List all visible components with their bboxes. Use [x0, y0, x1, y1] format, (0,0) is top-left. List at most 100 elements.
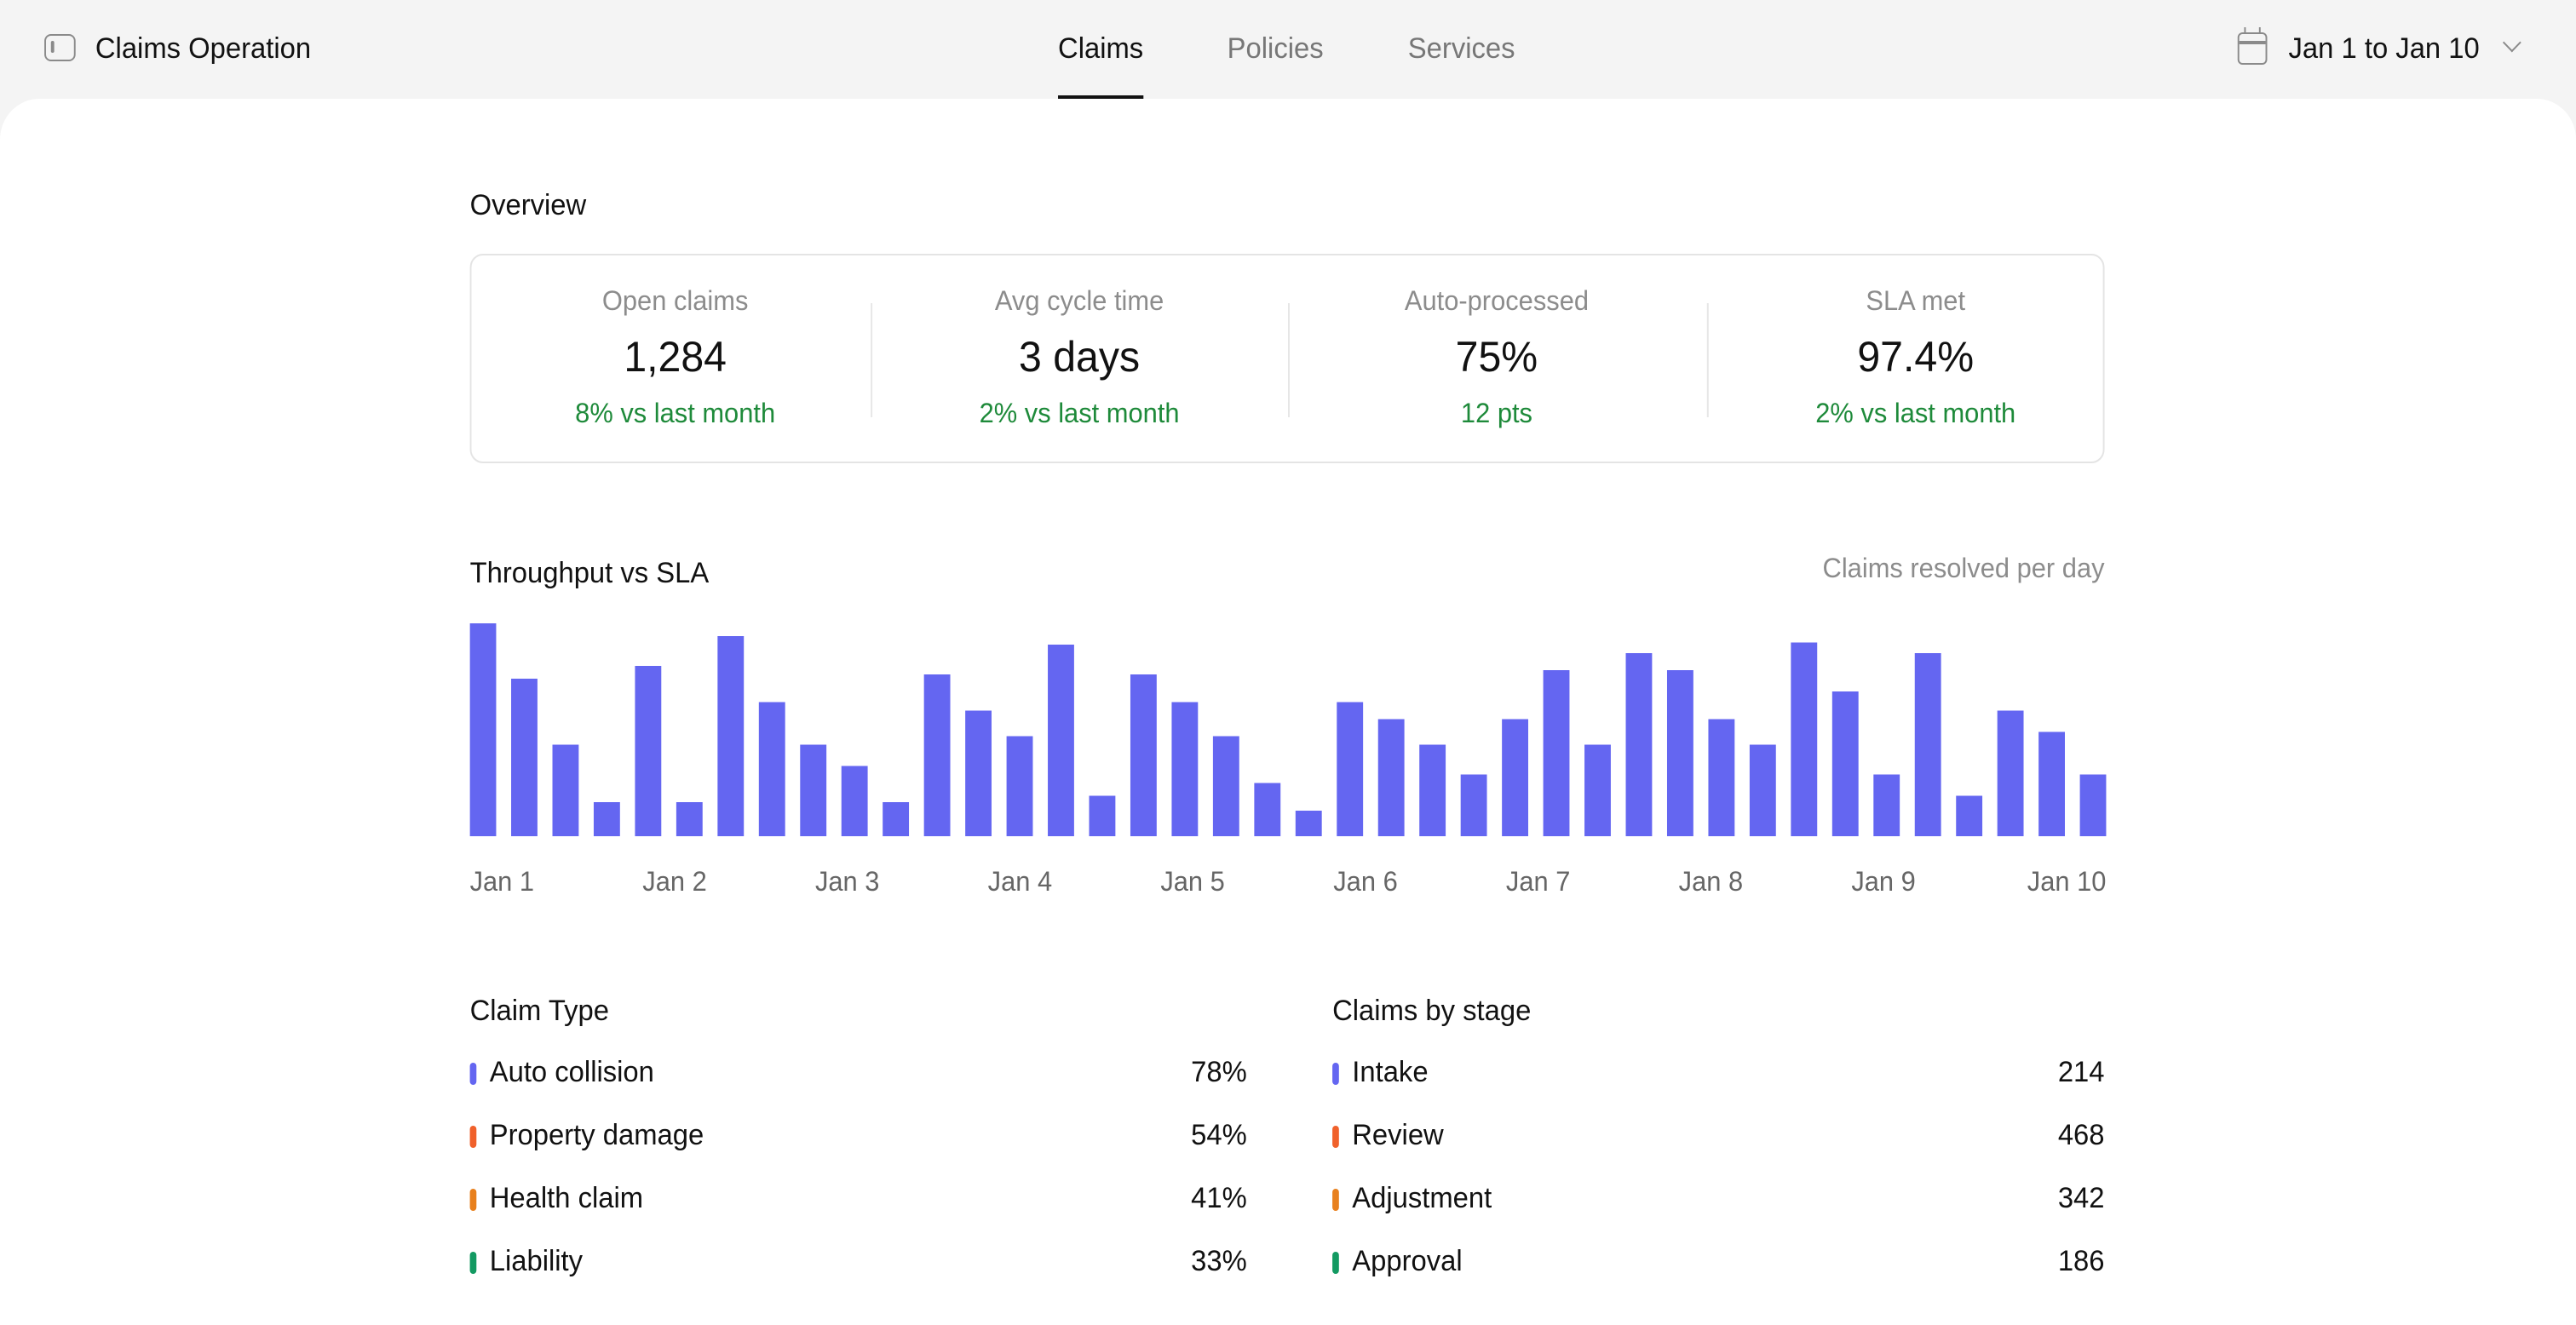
chart-bar: [1543, 670, 1570, 836]
kpi-divider: [1288, 303, 1290, 417]
chart-bar: [593, 802, 620, 836]
color-marker: [469, 1252, 477, 1274]
row-label: Property damage: [489, 1119, 704, 1151]
kpi-delta: 8% vs last month: [575, 400, 776, 429]
kpi-delta: 2% vs last month: [1815, 400, 2016, 429]
chart-bar: [1997, 710, 2024, 836]
chart-bar: [841, 766, 868, 836]
x-tick-label: Jan 1: [469, 869, 535, 898]
x-axis-labels: Jan 1 Jan 2 Jan 3 Jan 4 Jan 5 Jan 6 Jan 7 Jan 8…: [470, 869, 2107, 903]
list-item: Approval 186: [1332, 1245, 2105, 1282]
color-marker: [1332, 1063, 1339, 1085]
chart-bar: [469, 623, 497, 836]
x-tick-label: Jan 7: [1505, 869, 1571, 898]
row-value: 468: [2057, 1119, 2105, 1151]
x-tick-label: Jan 4: [987, 869, 1053, 898]
chart-bar: [1873, 774, 1900, 836]
row-value: 33%: [1191, 1245, 1247, 1277]
kpi-label: SLA met: [1866, 288, 1966, 317]
list-item: Property damage 54%: [469, 1119, 1247, 1156]
throughput-title: Throughput vs SLA: [469, 557, 710, 589]
row-value: 41%: [1191, 1182, 1247, 1214]
kpi-auto-processed: Auto-processed 75% 12 pts: [1293, 255, 1700, 465]
chart-bar: [883, 802, 910, 836]
color-marker: [469, 1189, 477, 1211]
kpi-open-claims: Open claims 1,284 8% vs last month: [472, 255, 879, 465]
chart-bar: [1584, 744, 1611, 836]
row-label: Adjustment: [1352, 1182, 1492, 1214]
chart-bar: [1914, 653, 1941, 836]
row-label: Approval: [1352, 1245, 1463, 1277]
chart-bar: [1006, 736, 1033, 836]
chart-bar: [1212, 736, 1239, 836]
chart-bar: [511, 679, 538, 836]
chart-bar: [1666, 670, 1693, 836]
tab-services[interactable]: Services: [1407, 32, 1515, 65]
row-value: 54%: [1191, 1119, 1247, 1151]
x-tick-label: Jan 5: [1160, 869, 1225, 898]
chart-bar: [1791, 642, 1818, 836]
color-marker: [469, 1063, 477, 1085]
chart-bar: [676, 802, 703, 836]
app-title: Claims Operation: [95, 32, 312, 65]
claims-by-stage-title: Claims by stage: [1332, 995, 1532, 1027]
tab-policies[interactable]: Policies: [1227, 32, 1324, 65]
row-label: Intake: [1352, 1056, 1429, 1088]
kpi-label: Avg cycle time: [994, 288, 1164, 317]
row-value: 78%: [1191, 1056, 1247, 1088]
chart-bar: [1048, 645, 1074, 836]
x-tick-label: Jan 3: [814, 869, 880, 898]
kpi-divider: [871, 303, 873, 417]
chart-bar: [1130, 674, 1157, 836]
row-label: Review: [1352, 1119, 1444, 1151]
chart-bar: [923, 674, 951, 836]
list-item: Health claim 41%: [469, 1182, 1247, 1219]
date-range-label: Jan 1 to Jan 10: [2288, 32, 2480, 65]
chart-bar: [1254, 783, 1281, 836]
row-value: 214: [2057, 1056, 2105, 1088]
list-item: Review 468: [1332, 1119, 2105, 1156]
chart-bar: [965, 710, 992, 836]
throughput-chart: [469, 610, 2107, 836]
row-label: Health claim: [489, 1182, 644, 1214]
row-label: Liability: [489, 1245, 584, 1277]
x-tick-label: Jan 10: [2027, 869, 2107, 898]
row-label: Auto collision: [489, 1056, 654, 1088]
overview-card: Open claims 1,284 8% vs last month Avg c…: [469, 254, 2105, 465]
claim-type-title: Claim Type: [469, 995, 609, 1027]
color-marker: [1332, 1126, 1339, 1148]
x-tick-label: Jan 9: [1851, 869, 1916, 898]
color-marker: [1332, 1189, 1339, 1211]
chart-bar: [1708, 719, 1735, 836]
color-marker: [1332, 1252, 1339, 1274]
kpi-label: Open claims: [601, 288, 749, 317]
calendar-icon: [2237, 27, 2268, 65]
x-tick-label: Jan 8: [1678, 869, 1744, 898]
kpi-value: 97.4%: [1857, 334, 1975, 381]
chart-bar: [635, 666, 662, 836]
kpi-sla-met: SLA met 97.4% 2% vs last month: [1712, 255, 2119, 465]
chart-bar: [1460, 774, 1487, 836]
kpi-divider: [1706, 303, 1709, 417]
chart-bar: [1502, 719, 1529, 836]
chart-bar: [1831, 691, 1859, 836]
row-value: 342: [2057, 1182, 2105, 1214]
kpi-value: 75%: [1455, 334, 1538, 381]
kpi-label: Auto-processed: [1404, 288, 1590, 317]
row-value: 186: [2057, 1245, 2105, 1277]
chart-bar: [552, 744, 579, 836]
x-tick-label: Jan 6: [1333, 869, 1398, 898]
color-marker: [469, 1126, 477, 1148]
chart-bar: [1625, 653, 1653, 836]
overview-title: Overview: [469, 189, 587, 221]
sidebar-toggle-icon[interactable]: [44, 34, 76, 61]
chart-bar: [1089, 795, 1116, 836]
tab-claims[interactable]: Claims: [1058, 32, 1143, 99]
kpi-value: 1,284: [624, 334, 727, 381]
chart-bar: [2038, 731, 2065, 836]
chart-bar: [758, 702, 785, 836]
nav-tabs: Claims Policies Services: [0, 0, 2576, 99]
list-item: Adjustment 342: [1332, 1182, 2105, 1219]
throughput-subtitle: Claims resolved per day: [1822, 555, 2105, 584]
